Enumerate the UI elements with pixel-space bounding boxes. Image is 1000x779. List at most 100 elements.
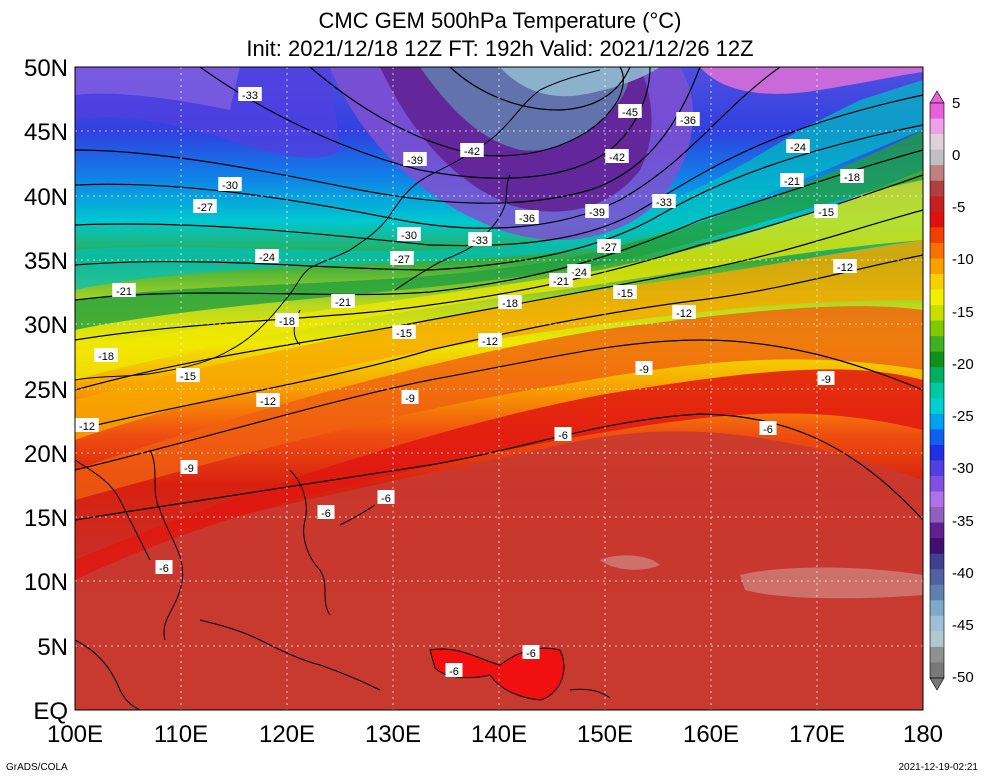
lat-label: 50N — [24, 55, 68, 82]
contour-label-bg — [554, 427, 572, 441]
contour-label: -9 — [639, 364, 649, 376]
contour-label: -9 — [405, 393, 415, 405]
contour-label: -12 — [837, 262, 853, 274]
contour-label: -33 — [656, 197, 672, 209]
lat-label: 25N — [24, 377, 68, 404]
contour-label-bg — [759, 421, 777, 435]
contour-label: -12 — [482, 336, 498, 348]
contour-label: -18 — [98, 351, 114, 363]
map-subtitle: Init: 2021/12/18 12Z FT: 192h Valid: 202… — [246, 36, 754, 61]
contour-label-bg — [275, 313, 299, 327]
contour-label-bg — [218, 177, 242, 191]
grid-lines — [75, 67, 923, 710]
colorbar-segment — [930, 351, 944, 368]
colorbar-segment — [930, 273, 944, 290]
contour-label-bg — [112, 283, 136, 297]
lat-label: 15N — [24, 505, 68, 532]
credit-grads: GrADS/COLA — [6, 762, 68, 773]
contour-label-bg — [635, 361, 653, 375]
lon-label: 180 — [903, 721, 943, 748]
contour-label: -27 — [601, 242, 617, 254]
contour-label: -18 — [279, 316, 295, 328]
colorbar-segment — [930, 615, 944, 632]
contour-label: -9 — [821, 374, 831, 386]
colorbar-segment — [930, 662, 944, 679]
contour-label-bg — [618, 104, 642, 118]
contour-label: -21 — [784, 176, 800, 188]
colorbar-segment — [930, 522, 944, 539]
contour-label-bg — [176, 368, 200, 382]
lat-label: 10N — [24, 569, 68, 596]
contour-label: -30 — [401, 230, 417, 242]
contour-label: -6 — [159, 563, 169, 575]
contour-label: -12 — [676, 308, 692, 320]
credit-timestamp: 2021-12-19-02:21 — [898, 762, 978, 773]
colorbar-segment — [930, 305, 944, 322]
lon-label: 120E — [259, 721, 315, 748]
colorbar-segment — [930, 538, 944, 555]
contour-label-bg — [397, 227, 421, 241]
longitude-axis: 100E 110E 120E 130E 140E 150E 160E 170E … — [47, 721, 943, 748]
contour-label-bg — [840, 169, 864, 183]
contour-label: -30 — [222, 180, 238, 192]
contour-label-bg — [403, 152, 427, 166]
colorbar-labels: 5 0 -5 -10 -15 -20 -25 -30 -35 -40 -45 -… — [952, 95, 974, 686]
contour-label: -12 — [260, 396, 276, 408]
colorbar-label: -30 — [952, 460, 974, 477]
colorbar-label: -10 — [952, 251, 974, 268]
contour-label-bg — [817, 371, 835, 385]
colorbar-segment — [930, 118, 944, 135]
contour-label: -33 — [242, 90, 258, 102]
colorbar-label: -40 — [952, 565, 974, 582]
contour-label: -18 — [844, 172, 860, 184]
colorbar-segment — [930, 398, 944, 415]
contour-label: -9 — [184, 463, 194, 475]
contour-label-bg — [585, 204, 609, 218]
contour-label-bg — [786, 139, 810, 153]
coastlines — [74, 69, 611, 711]
contour-label: -6 — [381, 493, 391, 505]
colorbar-segment — [930, 289, 944, 306]
contour-label: -33 — [472, 235, 488, 247]
lon-label: 170E — [789, 721, 845, 748]
colorbar-segment — [930, 444, 944, 461]
contour-label: -45 — [622, 107, 638, 119]
contour-label-bg — [445, 663, 463, 677]
colorbar-segment — [930, 413, 944, 430]
lat-label: 35N — [24, 248, 68, 275]
contour-label: -36 — [519, 213, 535, 225]
colorbar-frame — [929, 102, 945, 679]
colorbar-segment — [930, 646, 944, 663]
colorbar-segment — [930, 367, 944, 384]
colorbar-segment — [930, 165, 944, 182]
colorbar-label: -35 — [952, 513, 974, 530]
lon-label: 130E — [365, 721, 421, 748]
colorbar-label: -15 — [952, 304, 974, 321]
contour-label-bg — [549, 273, 573, 287]
contour-label-bg — [390, 251, 414, 265]
contour-labels: -33 -45 -36 -39 -42 -42 -24 -30 -27 -21 -18 -33 -36 -… — [75, 87, 864, 678]
contour-label-bg — [460, 143, 484, 157]
contour-label: -39 — [407, 155, 423, 167]
contour-label-bg — [814, 204, 838, 218]
latitude-axis: 50N 45N 40N 35N 30N 25N 20N 15N 10N 5N E… — [24, 55, 68, 725]
contour-label-bg — [676, 112, 700, 126]
contour-label: -15 — [396, 328, 412, 340]
contour-label-bg — [155, 560, 173, 574]
contour-label-bg — [256, 393, 280, 407]
contour-label-bg — [780, 173, 804, 187]
contour-label: -6 — [449, 666, 459, 678]
colorbar-label: 5 — [952, 95, 960, 112]
contour-label-bg — [567, 264, 591, 278]
contour-label-bg — [401, 390, 419, 404]
contour-label: -15 — [818, 207, 834, 219]
contour-label: -21 — [335, 297, 351, 309]
contour-label-bg — [75, 418, 99, 432]
colorbar-segment — [930, 507, 944, 524]
contour-label-bg — [468, 232, 492, 246]
colorbar-segment — [930, 631, 944, 648]
colorbar-top-arrow — [929, 90, 945, 104]
contour-label-bg — [613, 285, 637, 299]
contour-label-bg — [478, 333, 502, 347]
contour-label: -15 — [617, 288, 633, 300]
